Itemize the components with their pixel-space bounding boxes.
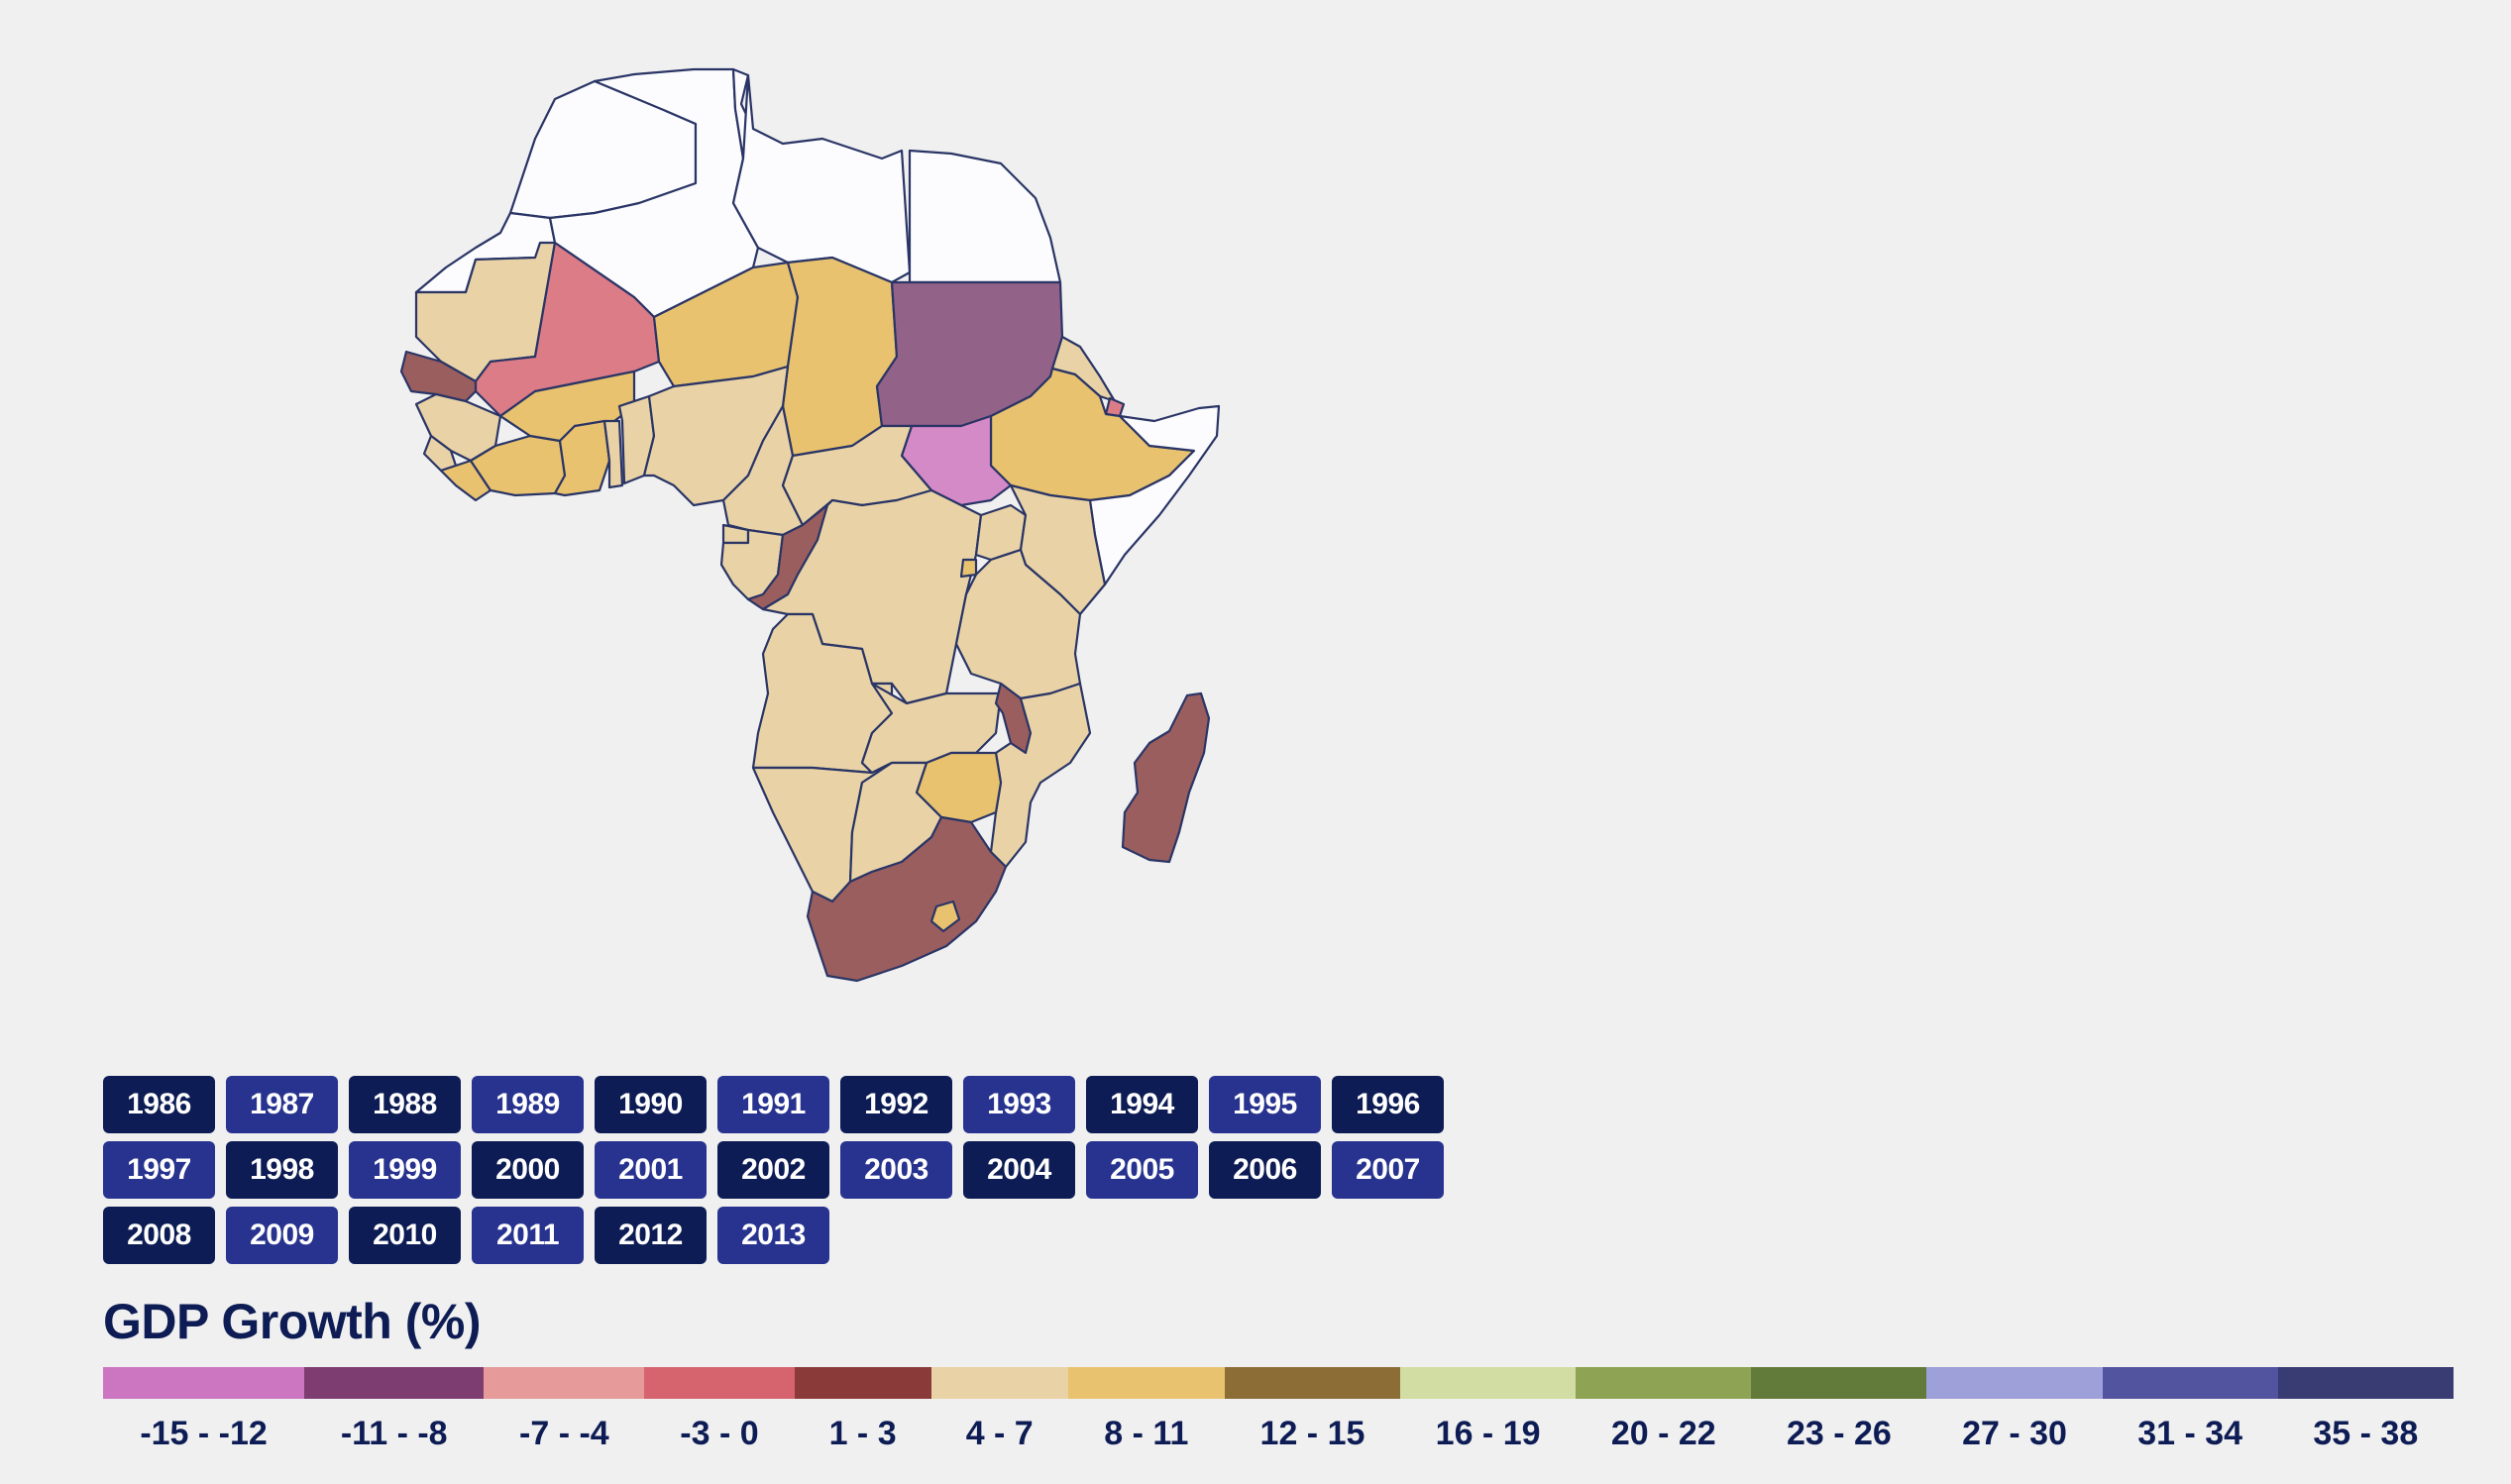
year-button-1997[interactable]: 1997	[103, 1141, 215, 1199]
year-button-1986[interactable]: 1986	[103, 1076, 215, 1133]
country-madagascar[interactable]	[1121, 691, 1211, 864]
country-ghana[interactable]	[553, 419, 611, 497]
year-button-1996[interactable]: 1996	[1332, 1076, 1444, 1133]
legend-label: -7 - -4	[519, 1415, 609, 1452]
legend-swatch	[644, 1367, 795, 1399]
country-togo[interactable]	[602, 419, 624, 489]
legend-swatch	[1751, 1367, 1927, 1399]
legend-label: 35 - 38	[2313, 1415, 2419, 1452]
year-button-2012[interactable]: 2012	[595, 1207, 707, 1264]
country-south-africa[interactable]	[806, 815, 1008, 983]
legend-label: -15 - -12	[140, 1415, 268, 1452]
legend-label: 23 - 26	[1786, 1415, 1892, 1452]
country-egypt[interactable]	[908, 149, 1062, 284]
year-button-2006[interactable]: 2006	[1209, 1141, 1321, 1199]
year-button-1987[interactable]: 1987	[226, 1076, 338, 1133]
country-somalia[interactable]	[1088, 404, 1221, 586]
legend-swatch	[304, 1367, 485, 1399]
year-button-2005[interactable]: 2005	[1086, 1141, 1198, 1199]
africa-choropleth-map	[0, 0, 1288, 1050]
year-button-1988[interactable]: 1988	[349, 1076, 461, 1133]
legend-label: 27 - 30	[1962, 1415, 2067, 1452]
year-button-2004[interactable]: 2004	[963, 1141, 1075, 1199]
legend-label: 16 - 19	[1435, 1415, 1541, 1452]
year-button-1994[interactable]: 1994	[1086, 1076, 1198, 1133]
legend-swatch	[103, 1367, 305, 1399]
legend-swatch	[794, 1367, 931, 1399]
legend-swatch	[1400, 1367, 1577, 1399]
year-button-2003[interactable]: 2003	[840, 1141, 952, 1199]
year-button-2002[interactable]: 2002	[717, 1141, 829, 1199]
legend-swatch	[2102, 1367, 2278, 1399]
legend-label: -11 - -8	[340, 1415, 448, 1452]
legend-swatch	[1224, 1367, 1401, 1399]
legend-swatch	[1576, 1367, 1752, 1399]
year-button-1991[interactable]: 1991	[717, 1076, 829, 1133]
year-button-2013[interactable]: 2013	[717, 1207, 829, 1264]
year-button-2009[interactable]: 2009	[226, 1207, 338, 1264]
legend-swatch	[930, 1367, 1068, 1399]
country-lesotho[interactable]	[929, 900, 961, 933]
year-button-1992[interactable]: 1992	[840, 1076, 952, 1133]
legend-title: GDP Growth (%)	[103, 1294, 481, 1349]
map-svg	[399, 67, 1221, 983]
year-button-2010[interactable]: 2010	[349, 1207, 461, 1264]
year-button-1995[interactable]: 1995	[1209, 1076, 1321, 1133]
legend-label: 1 - 3	[828, 1415, 897, 1452]
country-rwanda[interactable]	[959, 558, 978, 579]
year-button-1999[interactable]: 1999	[349, 1141, 461, 1199]
year-button-1993[interactable]: 1993	[963, 1076, 1075, 1133]
country-chad[interactable]	[781, 256, 899, 458]
legend-label: 4 - 7	[965, 1415, 1034, 1452]
legend-label: 20 - 22	[1610, 1415, 1716, 1452]
legend-swatch	[1926, 1367, 2103, 1399]
year-button-2008[interactable]: 2008	[103, 1207, 215, 1264]
legend-label: 31 - 34	[2137, 1415, 2243, 1452]
legend-label: 8 - 11	[1104, 1415, 1189, 1452]
legend-color-bar	[103, 1367, 2454, 1399]
year-button-2007[interactable]: 2007	[1332, 1141, 1444, 1199]
legend-label: 12 - 15	[1259, 1415, 1365, 1452]
year-button-1989[interactable]: 1989	[472, 1076, 584, 1133]
year-button-2011[interactable]: 2011	[472, 1207, 584, 1264]
legend-swatch	[2277, 1367, 2454, 1399]
year-button-1990[interactable]: 1990	[595, 1076, 707, 1133]
legend-label: -3 - 0	[680, 1415, 759, 1452]
legend-swatch	[484, 1367, 645, 1399]
year-button-1998[interactable]: 1998	[226, 1141, 338, 1199]
year-button-2001[interactable]: 2001	[595, 1141, 707, 1199]
year-selector: 1986 1987 1988 1989 1990 1991 1992 1993 1994 1995…	[103, 1076, 1444, 1264]
legend-labels: -15 - -12 -11 - -8 -7 - -4 -3 - 0 1 - 3 4 - 7…	[103, 1415, 2454, 1464]
year-button-2000[interactable]: 2000	[472, 1141, 584, 1199]
legend-swatch	[1067, 1367, 1225, 1399]
country-libya[interactable]	[731, 73, 912, 284]
